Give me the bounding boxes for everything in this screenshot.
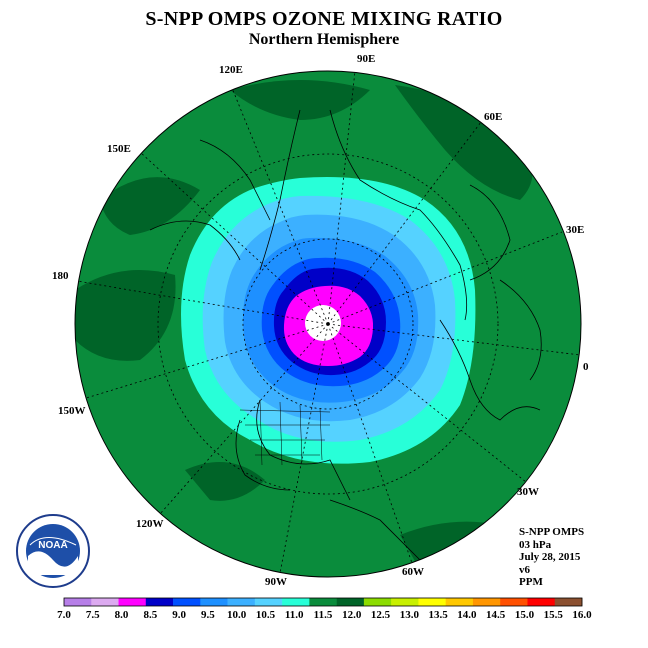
- map-subtitle: Northern Hemisphere: [248, 31, 400, 48]
- lon-label: 150W: [58, 405, 86, 417]
- info-date: July 28, 2015: [519, 551, 581, 563]
- colorbar-swatch: [227, 598, 256, 606]
- colorbar-swatch: [336, 598, 365, 606]
- colorbar-swatch: [391, 598, 419, 606]
- map-title: S-NPP OMPS OZONE MIXING RATIO: [145, 8, 503, 30]
- colorbar-tick-label: 13.5: [428, 609, 448, 621]
- info-level: 03 hPa: [519, 538, 552, 551]
- colorbar-tick-label: 7.0: [57, 609, 71, 621]
- colorbar-tick-label: 10.5: [256, 609, 276, 621]
- colorbar-swatch: [91, 598, 119, 606]
- colorbar-swatch: [554, 598, 583, 606]
- lon-label: 60E: [484, 111, 502, 123]
- colorbar-swatch: [309, 598, 337, 606]
- info-instrument: S-NPP OMPS: [519, 526, 585, 538]
- colorbar-swatch: [173, 598, 201, 606]
- lon-label: 30E: [566, 224, 584, 236]
- graticule-meridians: [76, 71, 581, 574]
- info-units: PPM: [519, 576, 543, 588]
- colorbar-swatch: [472, 598, 501, 606]
- colorbar-tick-label: 11.0: [285, 609, 304, 621]
- colorbar-outline: [63, 597, 583, 607]
- colorbar-swatch: [500, 598, 528, 606]
- map-border: [74, 70, 582, 578]
- colorbar-swatch: [363, 598, 392, 606]
- lon-label: 90E: [357, 53, 375, 65]
- colorbar-tick-label: 14.5: [486, 609, 506, 621]
- dark-green-patch: [100, 177, 200, 235]
- colorbar-tick-label: 15.5: [544, 609, 564, 621]
- dark-green-patch: [230, 80, 370, 120]
- lon-label: 30W: [517, 486, 539, 498]
- colorbar-tick-label: 11.5: [314, 609, 333, 621]
- coastlines: [149, 109, 542, 561]
- colorbar-swatch: [527, 598, 556, 606]
- colorbar-tick-label: 7.5: [86, 609, 100, 621]
- colorbar-tick-label: 14.0: [457, 609, 477, 621]
- colorbar-tick-label: 12.5: [371, 609, 391, 621]
- lon-label: 120E: [219, 64, 243, 76]
- colorbar-tick-label: 10.0: [227, 609, 247, 621]
- colorbar: 7.0 7.5 8.0 8.5 9.0 9.5 10.0 10.5 11.0 11.5 12.0 12…: [57, 597, 592, 621]
- colorbar-tick-label: 12.0: [342, 609, 362, 621]
- colorbar-tick-label: 9.0: [172, 609, 186, 621]
- lon-label: 180: [52, 270, 69, 282]
- lon-label: 150E: [107, 143, 131, 155]
- colorbar-tick-label: 16.0: [572, 609, 592, 621]
- colorbar-swatch: [282, 598, 310, 606]
- noaa-logo: NOAA: [16, 514, 90, 588]
- noaa-logo-text: NOAA: [38, 540, 67, 551]
- colorbar-swatch: [200, 598, 228, 606]
- state-borders: [239, 399, 331, 466]
- colorbar-swatch: [145, 598, 174, 606]
- colorbar-swatch: [118, 598, 147, 606]
- colorbar-swatch: [445, 598, 474, 606]
- lon-label: 120W: [136, 518, 164, 530]
- longitude-labels: 90E 60E 30E 0 30W 60W 90W 120W 150W 180 …: [52, 53, 589, 588]
- map-disc: [75, 71, 581, 577]
- colorbar-swatch: [64, 598, 92, 606]
- graticule-parallels: [157, 153, 499, 495]
- colorbar-tick-label: 8.5: [143, 609, 157, 621]
- info-version: v6: [519, 563, 530, 576]
- lon-label: 0: [583, 361, 589, 373]
- lon-label: 60W: [402, 566, 424, 578]
- dark-green-patch: [185, 462, 265, 501]
- colorbar-tick-label: 15.0: [515, 609, 535, 621]
- colorbar-tick-label: 8.0: [115, 609, 129, 621]
- colorbar-tick-label: 9.5: [201, 609, 215, 621]
- lon-label: 90W: [265, 576, 287, 588]
- colorbar-swatch: [254, 598, 283, 606]
- colorbar-tick-label: 13.0: [400, 609, 420, 621]
- dark-green-patch: [75, 270, 176, 361]
- dark-green-patch: [395, 85, 533, 200]
- colorbar-swatch: [418, 598, 446, 606]
